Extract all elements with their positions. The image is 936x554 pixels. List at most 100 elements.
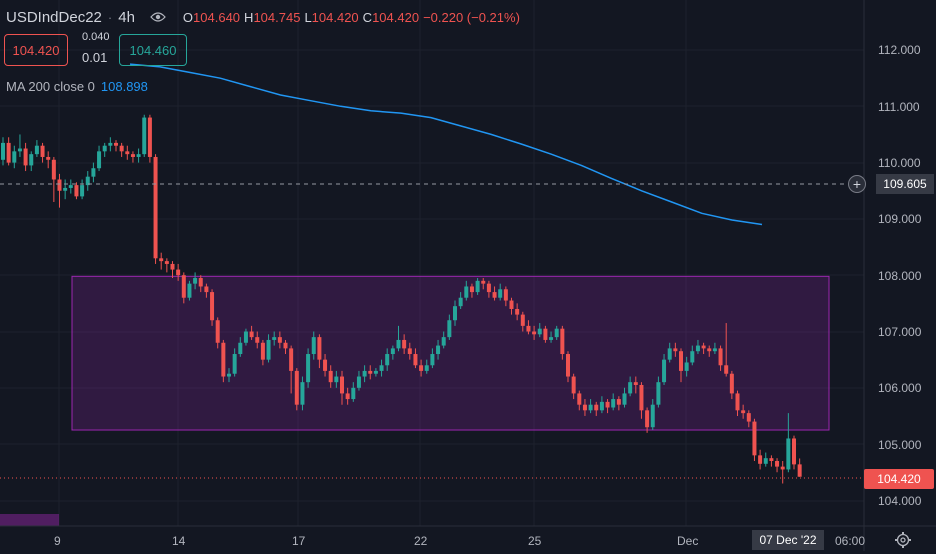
quantity-value[interactable]: 0.01 (82, 50, 108, 65)
chart-grid (0, 0, 864, 526)
ma-indicator-legend[interactable]: MA 200 close 0 108.898 (6, 79, 148, 94)
candle-body (317, 337, 322, 360)
candle-body (549, 337, 554, 340)
candle-body (125, 151, 130, 155)
candle-body (34, 145, 39, 155)
time-tick: 9 (54, 534, 61, 548)
candle-body (481, 280, 486, 284)
candle-body (577, 393, 582, 405)
consolidation-range-box[interactable] (71, 275, 830, 431)
candle-body (532, 331, 537, 335)
settings-gear-icon[interactable] (894, 531, 912, 549)
candle-body (136, 154, 141, 157)
candle-body (323, 359, 328, 371)
candle-body (396, 339, 401, 349)
candle-body (667, 348, 672, 360)
candle-body (453, 306, 457, 321)
price-tick: 104.000 (878, 494, 922, 508)
candle-body (520, 314, 525, 326)
candle-body (701, 345, 706, 349)
candle-body (402, 339, 407, 349)
candle-body (379, 365, 384, 371)
candle-body (356, 376, 361, 388)
candle-body (503, 289, 508, 301)
candle-body (277, 337, 282, 343)
eye-icon[interactable] (149, 8, 167, 26)
candle-body (232, 354, 237, 374)
candles-group (1, 114, 802, 484)
candle-body (249, 331, 254, 338)
candle-body (656, 382, 661, 405)
time-tick: 17 (292, 534, 306, 548)
time-tick: Dec (677, 534, 699, 548)
price-tick: 106.000 (878, 381, 922, 395)
candle-body (85, 176, 90, 186)
candle-body (187, 283, 192, 298)
sell-button[interactable]: 104.420 (4, 34, 68, 66)
candle-body (780, 466, 785, 470)
candle-body (622, 393, 627, 405)
candle-body (193, 278, 198, 284)
candle-body (571, 376, 576, 394)
candle-body (306, 354, 311, 383)
candle-body (419, 365, 424, 371)
candle-body (628, 382, 633, 394)
candle-body (340, 376, 344, 394)
candle-body (679, 351, 683, 371)
price-tick: 107.000 (878, 325, 922, 339)
candle-body (74, 185, 79, 197)
candle-body (283, 342, 288, 349)
time-tick-extra: 06:00 (835, 534, 866, 548)
candle-body (797, 464, 802, 477)
high-value: 104.745 (253, 9, 301, 25)
time-tick: 25 (528, 534, 542, 548)
crosshair-plus-icon[interactable]: + (848, 175, 866, 193)
candle-body (108, 142, 113, 146)
candle-body (17, 148, 22, 152)
candle-body (345, 393, 350, 400)
bottom-left-box (0, 514, 59, 526)
candle-body (6, 142, 11, 163)
candle-body (650, 404, 655, 428)
candle-body (690, 351, 695, 363)
candle-body (729, 373, 734, 394)
candle-body (328, 370, 333, 383)
candle-body (164, 261, 169, 264)
buy-button[interactable]: 104.460 (119, 34, 187, 66)
candle-body (413, 354, 418, 366)
candle-body (763, 458, 768, 464)
candle-body (741, 410, 746, 414)
last-price-label: 104.420 (864, 469, 934, 489)
candle-body (227, 373, 231, 377)
candle-body (119, 145, 124, 152)
candle-body (57, 179, 62, 191)
candle-body (786, 438, 791, 470)
candle-body (515, 308, 520, 315)
candle-body (486, 283, 491, 293)
candle-body (441, 337, 446, 346)
candle-body (294, 370, 299, 405)
candle-body (752, 421, 757, 456)
candle-body (554, 328, 559, 338)
candle-body (23, 148, 28, 166)
symbol-name[interactable]: USDIndDec22 (6, 8, 102, 26)
price-tick: 111.000 (878, 100, 920, 114)
candle-body (266, 339, 271, 360)
candle-body (68, 185, 73, 188)
change-value: −0.220 (−0.21%) (423, 9, 520, 25)
candle-body (616, 399, 621, 405)
candle-body (464, 286, 469, 298)
candle-body (255, 337, 260, 343)
candle-body (526, 325, 531, 332)
close-key: C (362, 9, 373, 25)
candle-body (537, 328, 542, 335)
low-value: 104.420 (311, 9, 359, 25)
candle-body (238, 342, 243, 355)
spread-value: 0.040 (82, 31, 110, 43)
low-key: L (304, 9, 312, 25)
candle-body (407, 348, 412, 355)
candle-body (611, 399, 616, 408)
interval-label[interactable]: 4h (118, 8, 135, 26)
ma-indicator-name: MA 200 close 0 (6, 79, 95, 94)
